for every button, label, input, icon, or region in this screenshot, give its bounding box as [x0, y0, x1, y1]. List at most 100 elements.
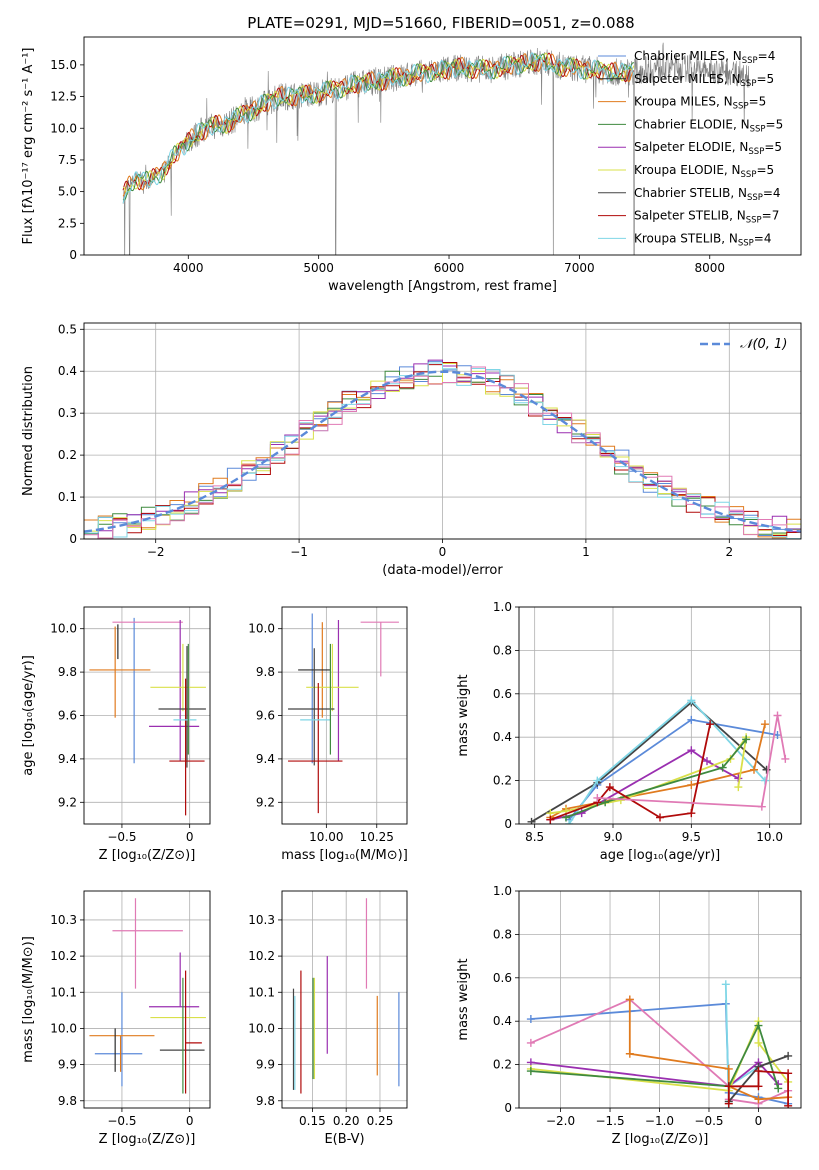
y-tick-label: 10.0 — [50, 622, 77, 636]
y-tick-label: 9.6 — [256, 709, 275, 723]
legend-entry: Kroupa ELODIE, NSSP=5 — [634, 163, 774, 180]
y-tick-label: 9.8 — [256, 1094, 275, 1108]
legend-count: =4 — [754, 231, 772, 245]
data-point-marker — [734, 774, 743, 783]
plot-area — [122, 42, 750, 255]
x-axis-label: mass [log₁₀(M/M⊙)] — [281, 848, 408, 863]
y-tick-label: 10.0 — [248, 622, 275, 636]
data-point-marker — [784, 1051, 793, 1060]
x-tick-label: −0.5 — [694, 1114, 723, 1128]
data-point-marker — [718, 763, 727, 772]
panel-mass_weight_vs_Z: −2.0 −1.5 −1.0 −0.5 0 0 0.2 0.4 0.6 0.8 1.0 Z [log₁… — [456, 884, 802, 1147]
x-tick-label: 0 — [439, 545, 447, 559]
data-point-marker — [742, 735, 751, 744]
x-axis-label: Z [log₁₀(Z/Z⊙)] — [99, 848, 196, 863]
x-tick-label: 2 — [725, 545, 733, 559]
x-tick-label: 1 — [582, 545, 590, 559]
data-point-marker — [687, 780, 696, 789]
x-axis-label: Z [log₁₀(Z/Z⊙)] — [99, 1132, 196, 1147]
axes-frame — [281, 890, 408, 1109]
model-spectrum-line — [122, 53, 635, 201]
data-point-marker — [724, 1099, 733, 1108]
data-point-marker — [526, 1067, 535, 1076]
panel-spectrum: 4000 5000 6000 7000 8000 0 2.5 5.0 7.5 10.0 12.5 15… — [21, 36, 802, 294]
x-axis-label: E(B-V) — [324, 1132, 364, 1147]
data-point-marker — [757, 802, 766, 811]
plot-area — [89, 617, 206, 816]
chart-panels: 4000 5000 6000 7000 8000 0 2.5 5.0 7.5 10.0 12.5 15… — [21, 36, 802, 1147]
data-point-marker — [734, 783, 743, 792]
data-point-marker — [781, 754, 790, 763]
axes-frame — [83, 322, 802, 540]
plot-area — [84, 359, 801, 539]
legend-subscript: SSP — [741, 79, 757, 89]
legend-entry: Chabrier ELODIE, NSSP=5 — [634, 117, 783, 134]
data-point-marker — [565, 820, 574, 824]
y-tick-label: 0.8 — [493, 643, 512, 657]
legend-subscript: SSP — [750, 124, 766, 134]
y-tick-label: 10.2 — [50, 949, 77, 963]
data-point-marker — [754, 1095, 763, 1104]
data-point-marker — [546, 815, 555, 824]
legend-subscript: SSP — [733, 102, 749, 112]
legend-subscript: SSP — [742, 56, 758, 66]
legend-subscript: SSP — [747, 193, 763, 203]
y-tick-label: 0.3 — [58, 406, 77, 420]
data-point-marker — [527, 817, 536, 824]
mass-weight-line — [549, 724, 711, 821]
data-point-marker — [784, 1069, 793, 1078]
y-tick-label: 2.5 — [58, 216, 77, 230]
data-point-marker — [687, 809, 696, 818]
data-point-marker — [721, 980, 730, 989]
mass-weight-line — [530, 1023, 780, 1089]
data-point-marker — [754, 1038, 763, 1047]
x-tick-label: 0 — [186, 1114, 194, 1128]
y-tick-label: 9.8 — [58, 1094, 77, 1108]
data-point-marker — [754, 1067, 763, 1076]
plot-area — [89, 898, 206, 1094]
legend-count: =5 — [756, 163, 774, 177]
y-tick-label: 12.5 — [50, 90, 77, 104]
mass-weight-line — [568, 699, 766, 824]
x-tick-label: 8.5 — [525, 830, 544, 844]
data-point-marker — [762, 765, 771, 774]
data-point-marker — [625, 1049, 634, 1058]
axes-frame — [518, 606, 802, 825]
axes-frame — [281, 606, 408, 825]
histogram-step — [84, 366, 801, 539]
legend-entry: Chabrier MILES, NSSP=4 — [634, 49, 775, 66]
y-axis-label: mass weight — [456, 958, 471, 1040]
x-tick-label: 9.0 — [603, 830, 622, 844]
panel-mass_weight_vs_age: 8.5 9.0 9.5 10.0 0 0.2 0.4 0.6 0.8 1.0 age [log₁₀(… — [456, 600, 802, 863]
model-spectrum-line — [122, 52, 635, 204]
y-tick-label: 9.9 — [58, 1058, 77, 1072]
plot-area — [527, 696, 790, 824]
x-tick-label: 10.25 — [360, 830, 394, 844]
figure-title: PLATE=0291, MJD=51660, FIBERID=0051, z=0… — [247, 14, 634, 32]
x-tick-label: −1.0 — [645, 1114, 674, 1128]
legend-entry: Salpeter MILES, NSSP=5 — [634, 72, 774, 89]
y-tick-label: 10.0 — [248, 1021, 275, 1035]
data-point-marker — [774, 1084, 783, 1093]
data-point-marker — [526, 1015, 535, 1024]
y-tick-label: 9.2 — [256, 795, 275, 809]
plot-area — [526, 980, 793, 1108]
y-tick-label: 0 — [504, 1101, 512, 1115]
data-point-marker — [724, 1064, 733, 1073]
y-tick-label: 0.2 — [493, 1058, 512, 1072]
y-tick-label: 0.2 — [58, 448, 77, 462]
x-tick-label: 0.20 — [333, 1114, 360, 1128]
y-tick-label: 0.8 — [493, 927, 512, 941]
mass-weight-line — [530, 1061, 779, 1088]
y-tick-label: 10.3 — [50, 913, 77, 927]
x-tick-label: −0.5 — [107, 1114, 136, 1128]
x-tick-label: −1 — [290, 545, 308, 559]
legend-subscript: SSP — [738, 238, 754, 248]
y-tick-label: 9.4 — [58, 752, 77, 766]
data-point-marker — [754, 1082, 763, 1091]
data-point-marker — [605, 783, 614, 792]
y-axis-label: Flux [fλ10⁻¹⁷ erg cm⁻² s⁻¹ A⁻¹] — [21, 48, 36, 245]
y-axis-label: age [log₁₀(age/yr)] — [21, 655, 36, 776]
x-axis-label: Z [log₁₀(Z/Z⊙)] — [612, 1132, 709, 1147]
